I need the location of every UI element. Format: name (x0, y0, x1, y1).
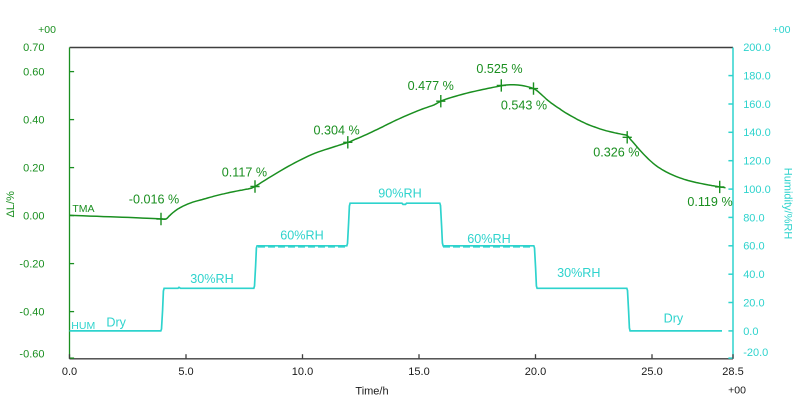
svg-text:0.70: 0.70 (23, 42, 44, 54)
svg-text:0.0: 0.0 (743, 326, 758, 338)
svg-text:140.0: 140.0 (743, 127, 771, 139)
svg-text:120.0: 120.0 (743, 156, 771, 168)
svg-text:Dry: Dry (106, 316, 126, 330)
svg-text:20.0: 20.0 (743, 297, 764, 309)
svg-text:180.0: 180.0 (743, 71, 771, 83)
svg-text:ΔL/%: ΔL/% (5, 191, 17, 218)
svg-text:90%RH: 90%RH (378, 187, 421, 201)
svg-text:10.0: 10.0 (292, 366, 313, 378)
svg-text:0.60: 0.60 (23, 67, 44, 79)
svg-text:28.5: 28.5 (722, 366, 743, 378)
svg-text:20.0: 20.0 (525, 366, 546, 378)
svg-text:0.525 %: 0.525 % (476, 62, 522, 76)
svg-text:TMA: TMA (72, 203, 94, 215)
svg-text:0.477 %: 0.477 % (408, 79, 454, 93)
svg-text:0.304 %: 0.304 % (313, 124, 359, 138)
svg-text:60%RH: 60%RH (467, 232, 510, 246)
svg-text:Time/h: Time/h (355, 385, 388, 397)
svg-text:25.0: 25.0 (641, 366, 662, 378)
svg-text:30%RH: 30%RH (190, 272, 233, 286)
svg-text:Dry: Dry (664, 312, 684, 326)
svg-text:0.543 %: 0.543 % (501, 99, 547, 113)
svg-text:60%RH: 60%RH (280, 229, 323, 243)
svg-text:-0.20: -0.20 (19, 259, 44, 271)
svg-text:0.117 %: 0.117 % (222, 166, 267, 180)
svg-text:-20.0: -20.0 (743, 347, 768, 359)
svg-text:40.0: 40.0 (743, 269, 764, 281)
svg-text:15.0: 15.0 (408, 366, 429, 378)
svg-text:60.0: 60.0 (743, 241, 764, 253)
svg-text:0.20: 0.20 (23, 163, 44, 175)
svg-text:-0.40: -0.40 (19, 307, 44, 319)
svg-text:0.119 %: 0.119 % (687, 195, 732, 209)
svg-text:-0.016 %: -0.016 % (129, 192, 179, 206)
svg-text:200.0: 200.0 (743, 42, 771, 54)
svg-text:HUM: HUM (71, 320, 95, 332)
svg-text:0.00: 0.00 (23, 211, 44, 223)
svg-text:+00: +00 (773, 24, 791, 36)
svg-text:+00: +00 (38, 24, 56, 36)
svg-text:100.0: 100.0 (743, 184, 771, 196)
svg-text:30%RH: 30%RH (557, 266, 600, 280)
svg-text:0.40: 0.40 (23, 115, 44, 127)
svg-text:-0.60: -0.60 (19, 348, 44, 360)
svg-text:0.326 %: 0.326 % (593, 146, 639, 160)
svg-text:Humidity/%RH: Humidity/%RH (782, 168, 794, 240)
svg-text:+00: +00 (728, 385, 746, 397)
svg-text:5.0: 5.0 (178, 366, 193, 378)
svg-text:80.0: 80.0 (743, 212, 764, 224)
svg-text:0.0: 0.0 (62, 366, 77, 378)
svg-text:160.0: 160.0 (743, 99, 771, 111)
